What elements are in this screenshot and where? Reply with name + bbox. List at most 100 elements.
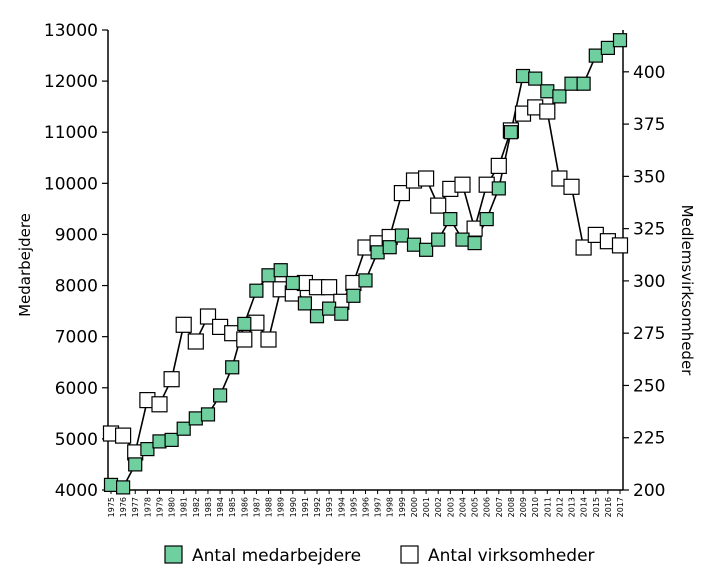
series-0-point: [297, 296, 312, 311]
series-1-point: [563, 178, 580, 195]
series-1-point: [163, 371, 180, 388]
right-axis-title: Medlemsvirksomheder: [678, 205, 696, 377]
left-tick-label: 5000: [55, 430, 98, 450]
x-tick-label: 2001: [422, 497, 431, 517]
series-0-point: [503, 125, 518, 140]
series-0-point: [128, 457, 143, 472]
x-tick-label: 1978: [143, 497, 152, 517]
x-tick-label: 2014: [580, 497, 589, 517]
series-1-point: [187, 333, 204, 350]
series-0-point: [140, 442, 155, 457]
x-tick-label: 2002: [434, 497, 443, 517]
x-tick-label: 1987: [252, 497, 261, 517]
series-0-point: [273, 263, 288, 278]
left-tick-label: 11000: [44, 123, 98, 143]
series-0-point: [322, 301, 337, 316]
axes: [107, 30, 624, 491]
right-tick-label: 225: [633, 429, 665, 449]
x-tick-label: 2012: [555, 497, 564, 517]
x-tick-label: 1979: [155, 497, 164, 517]
right-tick-label: 275: [633, 324, 665, 344]
series-1-point: [236, 331, 253, 348]
series-1-point: [551, 170, 568, 187]
x-tick-label: 1989: [277, 497, 286, 517]
series-1-point: [454, 176, 471, 193]
right-tick-label: 300: [633, 272, 665, 292]
series-0-point: [491, 181, 506, 196]
x-tick-label: 1975: [107, 497, 116, 517]
series-0-point: [394, 228, 409, 243]
x-tick-label: 1988: [265, 497, 274, 517]
series-0-point: [370, 245, 385, 260]
series-0-point: [588, 48, 603, 63]
x-tick-label: 1998: [386, 497, 395, 517]
series-0-point: [600, 40, 616, 56]
series-0-point: [334, 306, 349, 321]
x-tick-label: 1980: [168, 497, 177, 517]
left-tick-label: 10000: [44, 174, 98, 194]
x-axis-ticks: 1975 1976 1977 1978 1979 1980 1981 1982 1983 1984…: [107, 490, 625, 517]
x-tick-label: 2008: [507, 497, 516, 517]
x-tick-label: 2015: [592, 497, 601, 517]
series-0-point: [467, 236, 482, 251]
series-0-point: [382, 240, 397, 255]
x-tick-label: 1986: [240, 497, 249, 517]
x-tick-label: 2005: [471, 497, 480, 517]
right-tick-label: 200: [633, 481, 665, 501]
series-0-point: [431, 232, 446, 247]
series-0-point: [225, 360, 240, 375]
legend: Antal medarbejdere Antal virksomheder: [164, 545, 595, 566]
legend-swatch-medarbejdere: [164, 545, 183, 564]
series-0-point: [261, 268, 276, 283]
x-tick-label: 1992: [313, 497, 322, 517]
series-0-point: [309, 309, 325, 324]
x-tick-label: 2004: [458, 497, 467, 517]
right-tick-label: 375: [633, 115, 665, 135]
x-tick-label: 2011: [543, 497, 552, 517]
series-0-point: [540, 84, 555, 99]
series-1-point: [490, 157, 507, 174]
x-tick-label: 1995: [349, 497, 358, 517]
series-0-point: [103, 477, 119, 492]
left-tick-label: 8000: [55, 277, 98, 297]
series-0-point: [213, 388, 228, 403]
left-tick-label: 4000: [55, 481, 98, 501]
series-0-point: [358, 273, 373, 288]
series-0-point: [285, 275, 300, 291]
series-0-point: [237, 316, 252, 331]
x-tick-label: 1982: [192, 497, 201, 517]
series-0-point: [515, 68, 531, 84]
right-axis-ticks: 200 225 250 275 300 325 350 375 400: [623, 63, 665, 501]
series-0-point: [406, 237, 422, 252]
right-tick-label: 350: [633, 167, 665, 187]
series-0-point: [564, 76, 579, 91]
series-1-point: [175, 316, 192, 333]
left-tick-label: 9000: [55, 225, 98, 245]
series-1-point: [114, 427, 132, 444]
series-0-point: [164, 432, 179, 447]
series-1-point: [321, 279, 338, 296]
series-1-point: [611, 237, 629, 254]
series-1-point: [260, 331, 277, 348]
series-1-point: [199, 308, 217, 325]
right-tick-label: 400: [633, 63, 665, 83]
x-tick-label: 2016: [604, 497, 613, 517]
x-tick-label: 1981: [180, 497, 189, 517]
x-tick-label: 1985: [228, 497, 237, 517]
x-tick-label: 1999: [398, 497, 407, 517]
x-tick-label: 1983: [204, 497, 213, 517]
series-0-point: [200, 407, 216, 422]
series-0-point: [176, 421, 191, 436]
series-0-point: [188, 411, 203, 426]
x-tick-label: 2010: [531, 497, 540, 517]
x-tick-label: 1997: [374, 497, 383, 517]
legend-swatch-virksomheder: [400, 545, 419, 564]
x-tick-label: 1996: [362, 497, 371, 517]
left-axis-title: Medarbejdere: [16, 213, 34, 317]
legend-label-virksomheder: Antal virksomheder: [428, 546, 595, 566]
right-tick-label: 250: [633, 376, 665, 396]
series-0-point: [443, 212, 458, 227]
left-axis-ticks: 4000 5000 6000 7000 8000 9000 10000 11000 12000 1…: [44, 21, 108, 501]
x-tick-label: 2007: [495, 497, 504, 517]
